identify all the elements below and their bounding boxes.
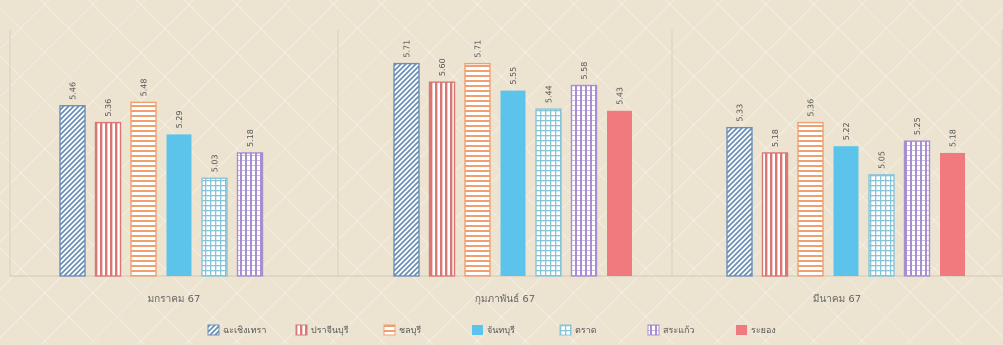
bar: [570, 84, 598, 277]
data-label: 5.55: [509, 67, 518, 85]
data-label: 5.71: [473, 40, 482, 58]
bar: [393, 62, 420, 277]
bar: [726, 126, 753, 277]
data-label: 5.43: [615, 87, 624, 105]
data-label: 5.18: [246, 129, 255, 147]
data-label: 5.71: [402, 40, 411, 58]
legend-label: ฉะเชิงเทรา: [223, 325, 266, 336]
data-label: 5.29: [175, 111, 184, 129]
category-label: กุมภาพันธ์ 67: [475, 293, 535, 305]
bar: [868, 174, 895, 277]
legend-label: ปราจีนบุรี: [311, 325, 349, 336]
category-label: มีนาคม 67: [813, 293, 861, 305]
legend-label: จันทบุรี: [487, 325, 515, 336]
data-label: 5.25: [913, 117, 922, 135]
bar: [201, 177, 228, 277]
legend-swatch: [472, 325, 483, 335]
data-label: 5.33: [735, 104, 744, 122]
data-label: 5.36: [104, 99, 113, 117]
data-label: 5.44: [544, 85, 553, 103]
legend-label: ระยอง: [751, 326, 776, 336]
data-label: 5.58: [580, 62, 589, 80]
data-label: 5.46: [68, 82, 77, 100]
bar: [833, 146, 859, 276]
legend-swatch: [736, 325, 747, 335]
data-label: 5.22: [842, 122, 851, 140]
legend-label: ตราด: [575, 326, 597, 336]
data-label: 5.36: [806, 99, 815, 117]
legend-swatch: [383, 324, 396, 336]
bar: [797, 121, 824, 277]
legend-label: สระแก้ว: [663, 325, 694, 336]
bar: [59, 105, 86, 277]
bar: [535, 108, 562, 277]
data-label: 5.48: [139, 79, 148, 97]
bar: [428, 81, 456, 277]
data-label: 5.03: [210, 154, 219, 172]
category-label: มกราคม 67: [148, 294, 201, 305]
bar: [761, 152, 789, 277]
bar: [166, 134, 192, 276]
legend-swatch: [647, 324, 660, 336]
data-label: 5.05: [877, 151, 886, 169]
legend-label: ชลบุรี: [399, 325, 421, 336]
data-label: 5.60: [438, 58, 447, 76]
bar: [607, 110, 632, 276]
bar: [130, 101, 157, 277]
bar: [236, 152, 264, 277]
bar: [940, 152, 965, 276]
bar: [464, 62, 491, 277]
legend-swatch: [559, 324, 572, 336]
bar: [500, 90, 526, 276]
legend-swatch: [207, 324, 220, 336]
data-label: 5.18: [948, 129, 957, 147]
legend-swatch: [295, 324, 308, 336]
bar: [94, 121, 122, 277]
data-label: 5.18: [771, 129, 780, 147]
bar: [903, 140, 931, 277]
